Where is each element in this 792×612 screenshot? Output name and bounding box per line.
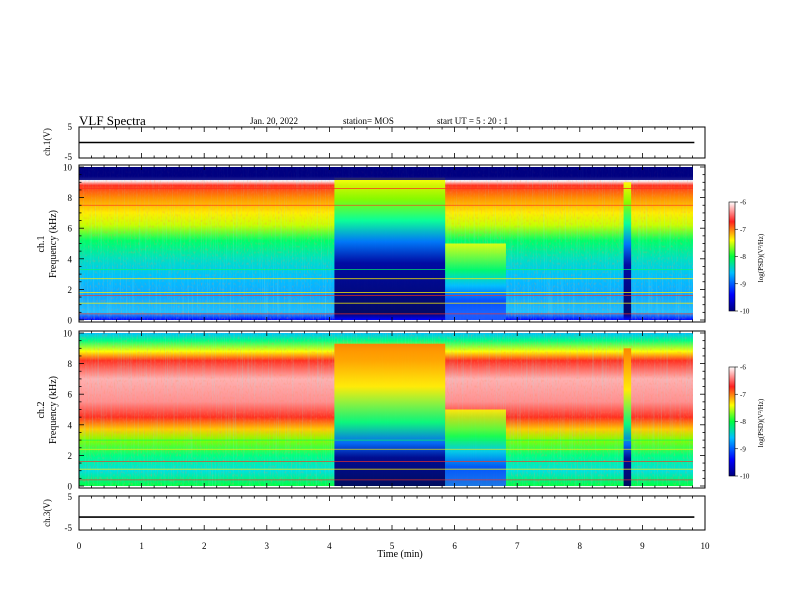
colorbar-tick-label: -9 (740, 280, 746, 288)
frequency-tick-label: 6 (68, 390, 73, 400)
ch1-colorbar: -6 -7 -8 -9 -10 log(PSD)(V²/Hz) (728, 199, 765, 316)
time-tick-label: 7 (515, 541, 520, 551)
quiet-interval (334, 177, 446, 320)
ch1-colorbar-ramp (728, 201, 736, 312)
start-time-label: start UT = 5 : 20 : 1 (437, 116, 509, 126)
ch1-colorbar-ticks: -6 -7 -8 -9 -10 (735, 199, 750, 316)
colorbar-tick-label: -6 (740, 364, 746, 372)
quiet-interval (445, 243, 506, 320)
time-axis-labels: 0 1 2 3 4 5 6 7 8 9 10 (77, 541, 710, 551)
quiet-interval (334, 343, 446, 486)
ch1-waveform-panel: 5 -5 ch.1(V) (42, 122, 706, 162)
ch2-quiet-intervals (334, 343, 632, 486)
ch1-top-band (79, 167, 693, 180)
ch3-waveform-panel: 5 -5 ch.3(V) (42, 492, 706, 533)
colorbar-tick-label: -7 (740, 226, 746, 234)
ch1-time-ticks (78, 127, 706, 158)
time-tick-label: 10 (701, 541, 711, 551)
quiet-interval (445, 409, 506, 486)
colorbar-tick-label: -10 (740, 473, 750, 481)
frequency-tick-label: 2 (68, 285, 73, 295)
ch3-waveform-ylabel: ch.3(V) (42, 499, 52, 527)
ch1-spectrogram-yticks: 0 2 4 6 8 10 (63, 163, 705, 326)
time-tick-label: 9 (640, 541, 645, 551)
ch2-spectrogram-xticks (78, 331, 706, 488)
ch1-spectrogram-ylabel: Frequency (kHz) (48, 210, 59, 278)
quiet-interval (623, 348, 632, 486)
ch2-spectrogram-panel: 0 2 4 6 8 10 ch.2 Frequency (kHz) (36, 329, 706, 492)
frequency-tick-label: 4 (68, 420, 73, 430)
time-tick-label: 2 (202, 541, 207, 551)
colorbar-tick-label: -6 (740, 199, 746, 207)
frequency-tick-label: 4 (68, 254, 73, 264)
time-tick-label: 0 (77, 541, 82, 551)
ch2-tone-lines (79, 439, 693, 481)
frequency-tick-label: 8 (68, 359, 73, 369)
date-label: Jan. 20, 2022 (250, 116, 298, 126)
ch1-spectrogram-ylabel-channel: ch.1 (36, 236, 47, 253)
colorbar-tick-label: -10 (740, 308, 750, 316)
colorbar-tick-label: -8 (740, 253, 746, 261)
ch2-colorbar-label: log(PSD)(V²/Hz) (757, 398, 765, 447)
colorbar-tick-label: -7 (740, 391, 746, 399)
ch1-quiet-intervals (334, 177, 632, 320)
frequency-tick-label: 2 (68, 451, 73, 461)
colorbar-tick-label: -8 (740, 418, 746, 426)
ch1-ytick-bottom: -5 (65, 152, 73, 162)
ch1-colorbar-label: log(PSD)(V²/Hz) (757, 233, 765, 282)
time-tick-label: 8 (578, 541, 583, 551)
ch2-spectrogram-ylabel: Frequency (kHz) (48, 376, 59, 444)
frequency-tick-label: 0 (68, 482, 73, 492)
ch1-spectrogram-panel: 0 2 4 6 8 10 ch.1 Frequency (kHz) (36, 163, 706, 326)
ch2-colorbar: -6 -7 -8 -9 -10 log(PSD)(V²/Hz) (728, 364, 765, 481)
ch3-ytick-top: 5 (68, 492, 73, 502)
ch1-tone-lines (79, 188, 693, 315)
time-tick-label: 3 (265, 541, 270, 551)
figure-title: VLF Spectra (79, 113, 146, 128)
time-axis-title: Time (min) (377, 549, 422, 560)
frequency-tick-label: 0 (68, 316, 73, 326)
time-tick-label: 1 (139, 541, 144, 551)
station-label: station= MOS (343, 116, 394, 126)
ch1-ytick-top: 5 (68, 122, 73, 132)
ch2-colorbar-ramp (728, 366, 736, 477)
ch2-spectrogram-yticks: 0 2 4 6 8 10 (63, 329, 705, 492)
frequency-tick-label: 10 (63, 329, 73, 339)
colorbar-tick-label: -9 (740, 445, 746, 453)
frequency-tick-label: 8 (68, 193, 73, 203)
time-tick-label: 5 (390, 541, 395, 551)
ch1-spectrogram-xticks (78, 165, 706, 322)
frequency-tick-label: 6 (68, 224, 73, 234)
ch3-ytick-bottom: -5 (65, 523, 73, 533)
ch2-spectrogram-ylabel-channel: ch.2 (36, 402, 47, 419)
ch3-time-ticks (78, 496, 706, 530)
time-tick-label: 4 (327, 541, 332, 551)
frequency-tick-label: 10 (63, 163, 73, 173)
ch1-waveform-ylabel: ch.1(V) (42, 128, 52, 156)
time-tick-label: 6 (452, 541, 457, 551)
quiet-interval (623, 182, 632, 320)
ch3-waveform-frame (78, 495, 706, 531)
ch2-colorbar-ticks: -6 -7 -8 -9 -10 (735, 364, 750, 481)
